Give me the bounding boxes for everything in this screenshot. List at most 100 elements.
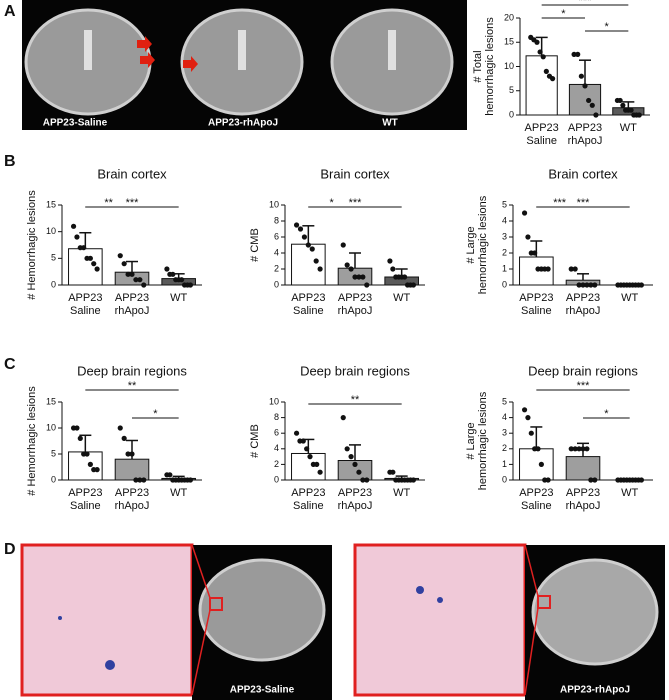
histology-image [20, 543, 194, 697]
data-point [576, 446, 582, 452]
image-label: APP23-Saline [43, 118, 108, 129]
chart-title: Brain cortex [548, 166, 618, 181]
bar [114, 458, 150, 481]
data-point [74, 425, 80, 431]
significance-label: *** [349, 197, 363, 209]
data-point [575, 51, 581, 57]
data-point [352, 461, 358, 467]
bar [68, 451, 103, 481]
data-point [589, 102, 595, 108]
x-tick-label: APP23 [115, 487, 149, 499]
x-tick-label: rhApoJ [566, 305, 601, 317]
data-point [580, 446, 586, 452]
significance-label: * [153, 408, 158, 420]
x-tick-label: Saline [293, 500, 324, 512]
data-point [129, 451, 135, 457]
data-point [141, 477, 147, 483]
data-point [364, 477, 370, 483]
x-tick-label: Saline [521, 305, 552, 317]
significance-label: * [605, 21, 610, 33]
y-axis-label: # Hemorrhagic lesions [26, 386, 38, 496]
x-tick-label: WT [393, 292, 410, 304]
data-point [309, 246, 315, 252]
data-point [129, 271, 135, 277]
y-axis-label: hemorrhagic lesions [484, 17, 496, 116]
data-point [537, 49, 543, 55]
data-point [521, 407, 528, 413]
data-point [297, 226, 304, 232]
data-point [304, 446, 310, 452]
x-tick-label: APP23 [338, 487, 372, 499]
data-point [545, 477, 551, 483]
data-point [535, 446, 541, 452]
y-tick-label: 0 [509, 109, 514, 119]
y-tick-label: 0 [502, 474, 507, 484]
data-point [617, 97, 623, 104]
data-point [410, 477, 417, 483]
y-tick-label: 2 [274, 459, 279, 469]
image-label: APP23-rhApoJ [208, 118, 278, 129]
y-axis-label: # CMB [249, 228, 261, 262]
data-point [390, 469, 396, 475]
zoom-line [524, 607, 539, 696]
y-tick-label: 10 [269, 396, 279, 406]
data-point [364, 282, 370, 288]
x-tick-label: WT [621, 292, 638, 304]
significance-label: ** [104, 197, 113, 209]
x-tick-label: rhApoJ [115, 500, 150, 512]
y-tick-label: 5 [51, 253, 56, 263]
data-point [74, 234, 80, 240]
y-tick-label: 10 [504, 61, 514, 71]
x-tick-label: APP23 [568, 122, 602, 134]
zoom-box [209, 597, 223, 611]
x-tick-label: rhApoJ [338, 305, 373, 317]
significance-label: ** [128, 380, 137, 392]
data-point [137, 277, 143, 283]
y-axis-label: # Hemorrhagic lesions [26, 190, 38, 300]
data-point [568, 446, 574, 452]
data-point [525, 415, 531, 421]
data-point [540, 54, 546, 60]
error-bar [579, 59, 591, 85]
data-point [81, 245, 87, 251]
y-tick-label: 5 [502, 199, 507, 209]
data-point [549, 76, 556, 82]
data-point [301, 234, 308, 240]
x-tick-label: Saline [526, 135, 557, 147]
stain-spots [58, 586, 443, 670]
panel-label: A [4, 3, 16, 20]
error-bar [79, 434, 92, 452]
data-point [87, 255, 93, 261]
zoom-line [191, 544, 211, 599]
data-point [410, 282, 417, 288]
y-tick-label: 4 [502, 215, 507, 225]
mri-detail [84, 30, 396, 70]
x-tick-label: WT [170, 292, 187, 304]
data-point [91, 261, 97, 267]
y-tick-label: 3 [502, 428, 507, 438]
y-tick-label: 5 [51, 448, 56, 458]
x-tick-label: APP23 [338, 292, 372, 304]
data-point [360, 274, 366, 280]
y-axis-label: hemorrhagic lesions [477, 391, 489, 490]
data-point [636, 112, 642, 118]
y-tick-label: 6 [274, 231, 279, 241]
significance-label: * [561, 8, 566, 20]
error-bar [622, 101, 635, 108]
significance-label: * [330, 197, 335, 209]
data-point [307, 454, 313, 460]
data-point [179, 277, 185, 283]
y-tick-label: 15 [504, 37, 514, 47]
data-point [87, 461, 93, 467]
chart-title: Deep brain regions [528, 363, 638, 378]
x-tick-label: rhApoJ [115, 305, 150, 317]
y-tick-label: 2 [502, 443, 507, 453]
x-tick-label: Saline [70, 305, 101, 317]
x-tick-label: APP23 [566, 292, 600, 304]
significance-label: ** [351, 394, 360, 406]
bar [525, 55, 558, 116]
x-tick-label: APP23 [519, 487, 553, 499]
data-point [348, 266, 354, 272]
y-tick-label: 0 [51, 474, 56, 484]
